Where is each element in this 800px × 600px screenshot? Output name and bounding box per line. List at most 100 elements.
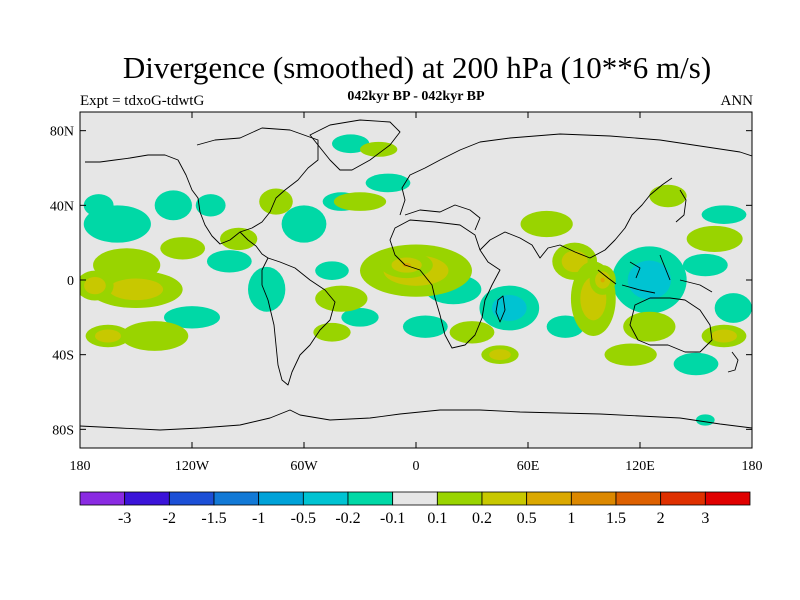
coastline-antarctica [80, 409, 752, 431]
colorbar-label: 1 [567, 510, 575, 527]
colorbar-swatch [481, 491, 528, 506]
contour-layer [80, 134, 752, 426]
colorbar-swatch [570, 491, 617, 506]
colorbar-swatch [704, 491, 751, 506]
season-label: ANN [720, 93, 754, 109]
coastline-japan [675, 189, 687, 223]
colorbar-swatch [526, 491, 572, 506]
coastline-greenland [309, 119, 401, 171]
lon-tick-label: 180 [742, 459, 763, 474]
colorbar-swatch [124, 491, 170, 506]
divergence-region [561, 250, 588, 273]
convergence-region [714, 293, 752, 323]
convergence-region [164, 306, 220, 329]
divergence-region [121, 321, 189, 351]
coastline-north-america [85, 127, 319, 245]
period-label: 042kyr BP - 042kyr BP [347, 89, 485, 104]
divergence-region [649, 184, 687, 208]
convergence-region [154, 190, 192, 221]
convergence-region [492, 295, 527, 321]
convergence-region [315, 261, 349, 280]
coastline-madagascar [495, 295, 506, 323]
divergence-region [520, 210, 573, 238]
colorbar-label: 3 [701, 510, 709, 527]
divergence-region [315, 285, 368, 312]
colorbar-label: -1 [252, 510, 265, 527]
lon-tick-label: 0 [413, 459, 420, 474]
colorbar-label: 0.5 [517, 510, 537, 527]
coastline-new-zealand [727, 351, 739, 373]
convergence-region [247, 266, 286, 312]
colorbar-swatch [436, 491, 483, 506]
colorbar-swatch [660, 491, 706, 506]
divergence-region [623, 311, 676, 342]
coastline-layer [80, 119, 752, 431]
lat-tick-label: 40N [50, 199, 74, 214]
coastline-south-asia [479, 177, 673, 259]
colorbar-label: -3 [118, 510, 131, 527]
convergence-region [332, 134, 370, 154]
divergence-region [600, 277, 605, 283]
coastline-africa [389, 219, 501, 349]
axis-ticks: 80N 40N 0 40S 80S 180 120W 60W 0 60E 120E 180 [50, 112, 763, 474]
divergence-region [360, 141, 398, 157]
colorbar-label: 0.2 [472, 510, 492, 527]
convergence-region [365, 173, 411, 193]
divergence-region [686, 225, 743, 252]
lon-tick-label: 60E [517, 459, 540, 474]
convergence-region [402, 315, 448, 338]
coastline-mediterranean [404, 204, 481, 231]
lat-tick-label: 0 [67, 274, 74, 289]
divergence-region [220, 227, 258, 251]
colorbar-swatch [392, 491, 438, 506]
lon-tick-label: 120W [175, 459, 210, 474]
lon-tick-label: 120E [625, 459, 655, 474]
colorbar-label: -0.2 [335, 510, 360, 527]
convergence-region [696, 414, 715, 426]
divergence-region [84, 276, 106, 295]
lon-tick-label: 180 [70, 459, 91, 474]
convergence-region [546, 315, 584, 338]
colorbar-label: 2 [657, 510, 665, 527]
colorbar-swatch [258, 491, 304, 506]
colorbar-swatch [302, 491, 349, 506]
convergence-region [682, 253, 728, 277]
convergence-region [701, 205, 747, 225]
coastline-central-america [239, 231, 269, 259]
convergence-region [341, 308, 379, 327]
experiment-label: Expt = tdxoG-tdwtG [80, 93, 205, 109]
colorbar-label: 1.5 [606, 510, 626, 527]
divergence-region [489, 349, 511, 361]
divergence-region [711, 329, 737, 343]
colorbar-label: -0.5 [291, 510, 316, 527]
colorbar-label: -2 [163, 510, 176, 527]
coastline-eurasia [399, 133, 752, 216]
colorbar-swatch [615, 491, 662, 506]
lat-tick-label: 80N [50, 125, 74, 140]
plot-title: Divergence (smoothed) at 200 hPa (10**6 … [122, 50, 712, 85]
convergence-region [673, 352, 719, 376]
divergence-region [108, 278, 164, 301]
lat-tick-label: 80S [52, 423, 74, 438]
lon-tick-label: 60W [290, 459, 318, 474]
coastline-maritime-continent [597, 254, 713, 294]
colorbar-label: 0.1 [427, 510, 447, 527]
colorbar-swatch [213, 491, 260, 506]
convergence-region [195, 194, 226, 217]
colorbar-swatch [79, 491, 126, 506]
colorbar-swatch [168, 491, 215, 506]
divergence-region [449, 321, 495, 344]
colorbar: -3 -2 -1.5 -1 -0.5 -0.2 -0.1 0.1 0.2 0.5 1 1.5 2 3 [79, 491, 751, 527]
coastline-australia [629, 297, 713, 353]
colorbar-label: -1.5 [201, 510, 226, 527]
coastline-south-america [261, 257, 336, 386]
divergence-region [259, 188, 293, 215]
divergence-region [333, 192, 387, 211]
lat-tick-label: 40S [52, 349, 74, 364]
divergence-region [160, 237, 206, 260]
colorbar-swatch [347, 491, 394, 506]
divergence-region [95, 329, 121, 343]
colorbar-label: -0.1 [380, 510, 405, 527]
convergence-region [206, 250, 252, 273]
